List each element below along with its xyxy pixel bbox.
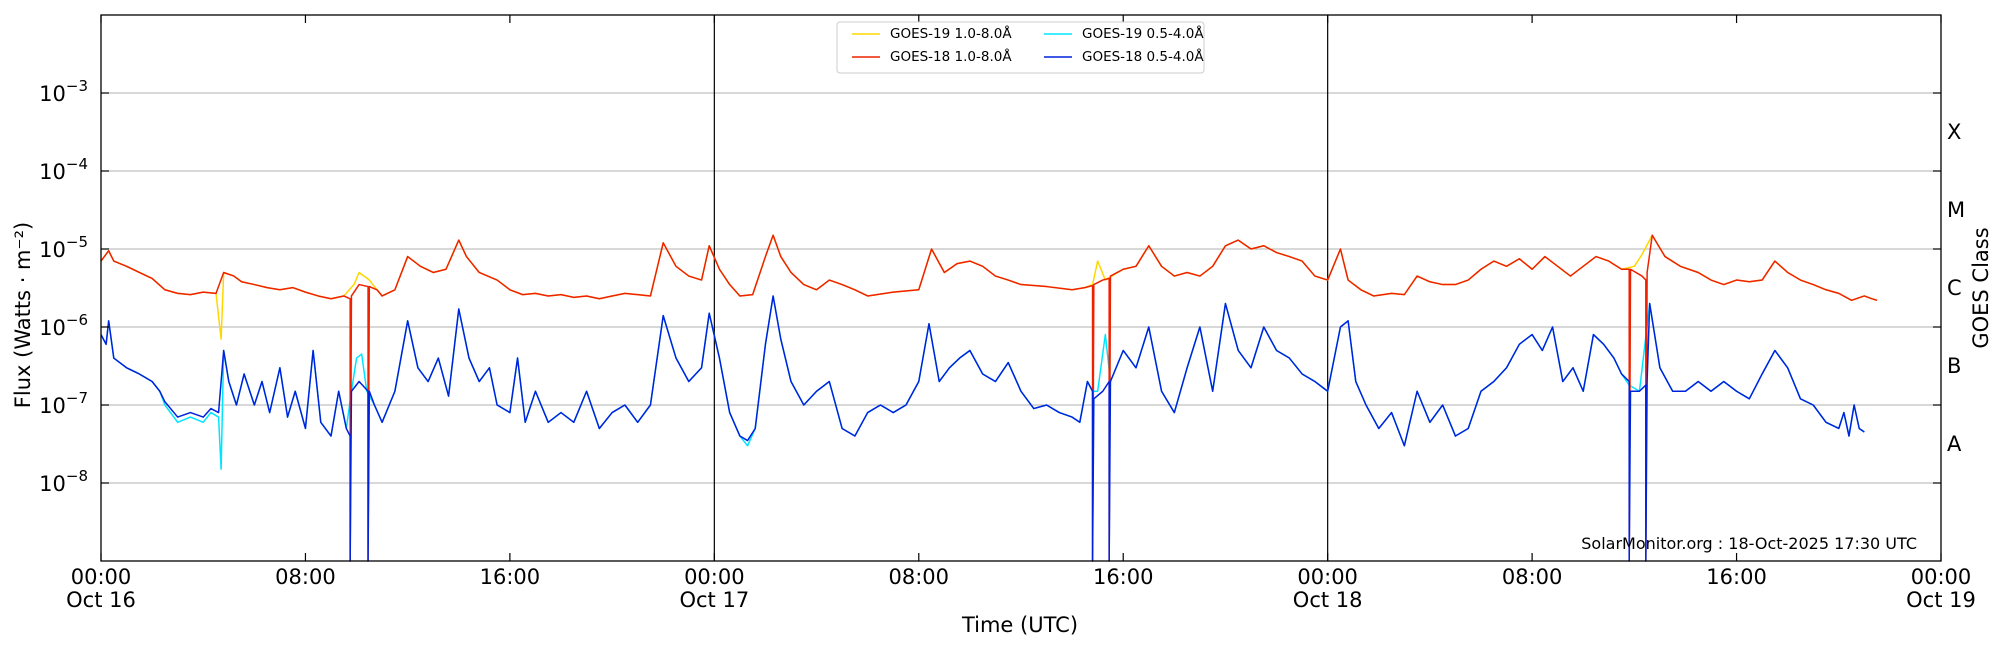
x-tick-time: 16:00 — [480, 565, 541, 589]
goes-class-label-b: B — [1947, 354, 1961, 378]
x-tick-time: 16:00 — [1093, 565, 1154, 589]
y-tick-label: 10−8 — [39, 467, 88, 496]
legend: GOES-19 1.0-8.0Å GOES-19 0.5-4.0Å GOES-18 … — [836, 21, 1205, 74]
y-axis-label-right: GOES Class — [1969, 227, 1993, 348]
legend-box — [836, 21, 1205, 74]
grid-lines — [101, 92, 1941, 484]
plot-frame — [100, 14, 1942, 562]
x-tick-time: 08:00 — [889, 565, 950, 589]
x-tick-date: Oct 16 — [66, 588, 136, 612]
timestamp-annotation: SolarMonitor.org : 18-Oct-2025 17:30 UTC — [1581, 534, 1917, 553]
legend-entry-label: GOES-18 1.0-8.0Å — [890, 48, 1012, 65]
x-tick-time: 16:00 — [1706, 565, 1767, 589]
y-axis-ticks: 10−8 10−7 10−6 10−5 10−4 10−3 — [39, 77, 1941, 496]
x-tick-time: 00:00 — [1911, 565, 1972, 589]
legend-entry-label: GOES-19 0.5-4.0Å — [1082, 25, 1204, 42]
goes-class-labels: A B C M X — [1947, 120, 1965, 456]
x-tick-time: 00:00 — [71, 565, 132, 589]
series-line-goes-18-short — [100, 295, 1865, 562]
series-line-goes-18-long — [100, 234, 1878, 562]
y-tick-label: 10−7 — [39, 389, 88, 418]
goes-class-label-c: C — [1947, 276, 1962, 300]
legend-entry-label: GOES-18 0.5-4.0Å — [1082, 48, 1204, 65]
series-lines — [100, 234, 1878, 562]
goes-class-label-a: A — [1947, 432, 1962, 456]
goes-class-label-m: M — [1947, 198, 1965, 222]
x-tick-time: 00:00 — [1297, 565, 1358, 589]
x-tick-time: 08:00 — [275, 565, 336, 589]
x-axis-label: Time (UTC) — [961, 613, 1078, 637]
x-tick-date: Oct 17 — [679, 588, 749, 612]
x-tick-time: 00:00 — [684, 565, 745, 589]
y-axis-label: Flux (Watts · m⁻²) — [11, 222, 35, 408]
x-tick-date: Oct 19 — [1906, 588, 1976, 612]
x-tick-date: Oct 18 — [1293, 588, 1363, 612]
goes-class-label-x: X — [1947, 120, 1961, 144]
day-boundary-lines — [713, 15, 1329, 561]
y-tick-label: 10−3 — [39, 77, 88, 106]
y-tick-label: 10−5 — [39, 233, 88, 262]
y-tick-label: 10−4 — [39, 155, 88, 184]
x-tick-time: 08:00 — [1502, 565, 1563, 589]
legend-entry-label: GOES-19 1.0-8.0Å — [890, 25, 1012, 42]
y-tick-label: 10−6 — [39, 311, 88, 340]
